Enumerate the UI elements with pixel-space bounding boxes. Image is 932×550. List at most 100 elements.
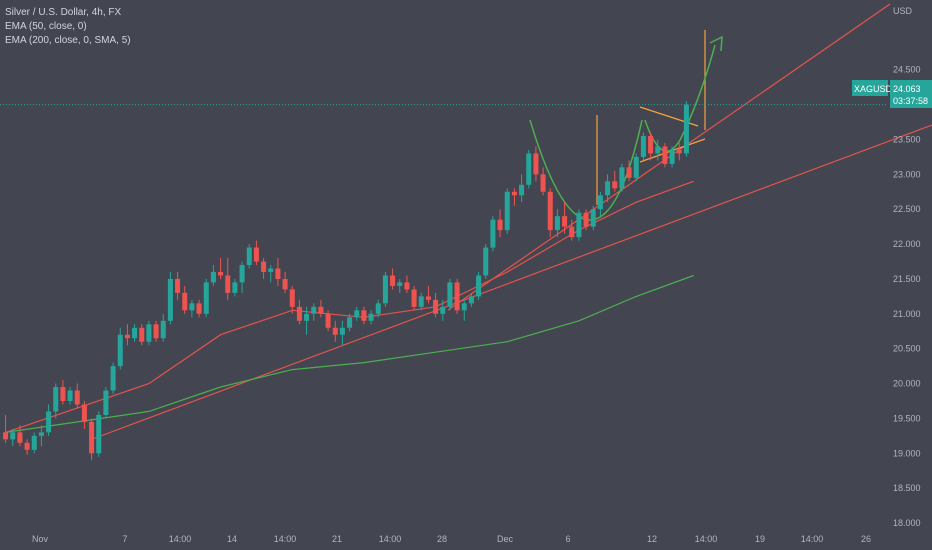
candle: [404, 275, 410, 293]
candle-body: [289, 289, 295, 307]
candle-body: [418, 296, 424, 307]
candle: [612, 170, 618, 192]
candle: [476, 271, 482, 300]
ema50-line: [5, 180, 694, 433]
candle-body: [519, 184, 525, 196]
candle: [239, 261, 245, 293]
candle: [10, 428, 16, 447]
candle: [483, 244, 489, 279]
candle-body: [210, 271, 216, 283]
candle-body: [397, 282, 403, 286]
candle: [526, 149, 532, 189]
candle: [196, 299, 202, 318]
price-tick-label: 23.500: [893, 134, 921, 144]
candle-body: [282, 278, 288, 290]
candle-body: [433, 299, 439, 314]
price-tick-label: 18.500: [893, 483, 921, 493]
legend-symbol: Silver / U.S. Dollar, 4h, FX: [5, 7, 122, 18]
candle: [425, 285, 431, 304]
candle-body: [411, 289, 417, 307]
candle: [418, 292, 424, 311]
candle-body: [139, 327, 145, 342]
candle: [382, 271, 388, 307]
candle: [619, 163, 625, 192]
price-axis[interactable]: USD 24.500 23.500 23.000 22.500 22.000 21.500…: [893, 6, 921, 528]
candle: [311, 303, 317, 321]
ema200-line: [5, 274, 694, 433]
candle: [440, 299, 446, 321]
candle: [633, 153, 639, 182]
candle-body: [275, 268, 281, 279]
candle-body: [153, 324, 159, 339]
candle-body: [440, 306, 446, 314]
candle: [511, 188, 517, 206]
candle-body: [483, 247, 489, 276]
candle: [683, 101, 689, 157]
candles-series: [3, 101, 689, 461]
last-price-label: XAGUSD 24.063 03:37:58: [852, 80, 932, 108]
candle-body: [540, 174, 546, 192]
candle: [662, 142, 668, 168]
price-tick-label: 22.500: [893, 204, 921, 214]
candle-body: [447, 282, 453, 307]
long-trendline[interactable]: [89, 124, 932, 441]
candle: [261, 258, 267, 279]
price-tick-label: 21.000: [893, 309, 921, 319]
candle-body: [504, 191, 510, 231]
candle-body: [103, 390, 109, 415]
candle-body: [390, 275, 396, 286]
candle-body: [268, 268, 274, 272]
candle: [669, 146, 675, 168]
candle: [569, 219, 575, 241]
candle-body: [562, 216, 568, 227]
price-axis-unit: USD: [893, 6, 913, 16]
candle: [504, 188, 510, 234]
candle-body: [74, 390, 80, 405]
candle-body: [468, 296, 474, 304]
candle-body: [17, 432, 23, 443]
candle-body: [676, 149, 682, 154]
handle-curve[interactable]: [644, 44, 716, 152]
candle: [225, 258, 231, 300]
candle: [246, 244, 252, 269]
candle-body: [511, 191, 517, 196]
candle-body: [175, 278, 181, 293]
candle-body: [347, 317, 353, 328]
candle: [339, 320, 345, 346]
candle-body: [590, 209, 596, 227]
candle-body: [368, 313, 374, 321]
candle-body: [182, 292, 188, 311]
candle-body: [81, 404, 87, 422]
candle-body: [246, 247, 252, 265]
time-axis[interactable]: Nov 7 14:00 14 14:00 21 14:00 28 Dec 6 12 14:00 19 14…: [32, 534, 871, 544]
candle-body: [318, 306, 324, 314]
candle-body: [619, 167, 625, 189]
candle: [605, 174, 611, 203]
ema200-series: [5, 274, 694, 433]
chart-legend[interactable]: Silver / U.S. Dollar, 4h, FX EMA (50, cl…: [5, 6, 131, 48]
candle: [576, 209, 582, 241]
candle-body: [554, 216, 560, 231]
price-tick-label: 19.000: [893, 448, 921, 458]
candle: [296, 299, 302, 325]
candle-body: [597, 195, 603, 210]
time-tick-label: 14:00: [379, 534, 402, 544]
time-tick-label: 14:00: [801, 534, 824, 544]
candle: [375, 299, 381, 318]
candle: [390, 268, 396, 290]
candle-body: [662, 146, 668, 164]
candle: [547, 188, 553, 238]
candle: [160, 313, 166, 342]
candle-body: [10, 432, 16, 440]
candle-body: [325, 313, 331, 328]
upper-trendline[interactable]: [447, 3, 891, 311]
candle-body: [160, 320, 166, 339]
candle: [110, 362, 116, 395]
time-tick-label: 6: [565, 534, 570, 544]
price-tick-label: 23.000: [893, 169, 921, 179]
symbol-text: XAGUSD: [854, 84, 893, 94]
candle-body: [31, 435, 37, 450]
candle: [325, 310, 331, 332]
time-tick-label: 26: [861, 534, 871, 544]
